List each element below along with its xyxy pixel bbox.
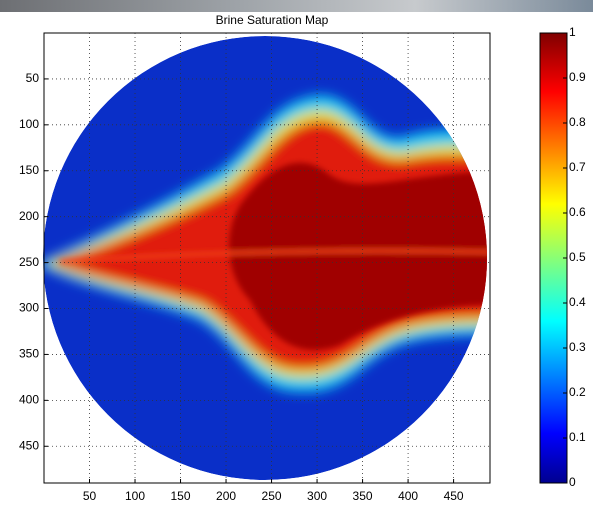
colorbar-tick-label: 0.1: [569, 430, 586, 444]
colorbar-tick-label: 0.5: [569, 250, 586, 264]
y-tick-label: 450: [19, 438, 39, 452]
x-tick-label: 350: [353, 489, 373, 503]
y-tick-label: 400: [19, 393, 39, 407]
colorbar: [539, 32, 568, 484]
x-tick-label: 450: [444, 489, 464, 503]
colorbar-tick-label: 0.4: [569, 295, 586, 309]
x-tick-label: 400: [398, 489, 418, 503]
y-tick-label: 100: [19, 117, 39, 131]
y-tick-label: 250: [19, 255, 39, 269]
colorbar-tick-label: 0.6: [569, 205, 586, 219]
photo-strip: [0, 0, 593, 12]
x-tick-label: 200: [216, 489, 236, 503]
colorbar-tick-label: 0.7: [569, 160, 586, 174]
y-tick-label: 300: [19, 301, 39, 315]
x-tick-label: 150: [171, 489, 191, 503]
x-tick-label: 100: [125, 489, 145, 503]
y-tick-label: 200: [19, 209, 39, 223]
colorbar-tick-label: 0.8: [569, 115, 586, 129]
x-tick-label: 300: [307, 489, 327, 503]
colorbar-tick-label: 0: [569, 475, 576, 489]
x-tick-label: 50: [83, 489, 97, 503]
y-tick-label: 350: [19, 347, 39, 361]
heatmap-image: [43, 33, 490, 483]
y-tick-label: 150: [19, 163, 39, 177]
y-tick-label: 50: [26, 71, 40, 85]
colorbar-tick-label: 0.3: [569, 340, 586, 354]
x-tick-label: 250: [262, 489, 282, 503]
colorbar-tick-label: 0.9: [569, 70, 586, 84]
colorbar-tick-label: 0.2: [569, 385, 586, 399]
axes-frame: [43, 32, 491, 484]
colorbar-tick-label: 1: [569, 25, 576, 39]
chart-title: Brine Saturation Map: [216, 13, 329, 27]
